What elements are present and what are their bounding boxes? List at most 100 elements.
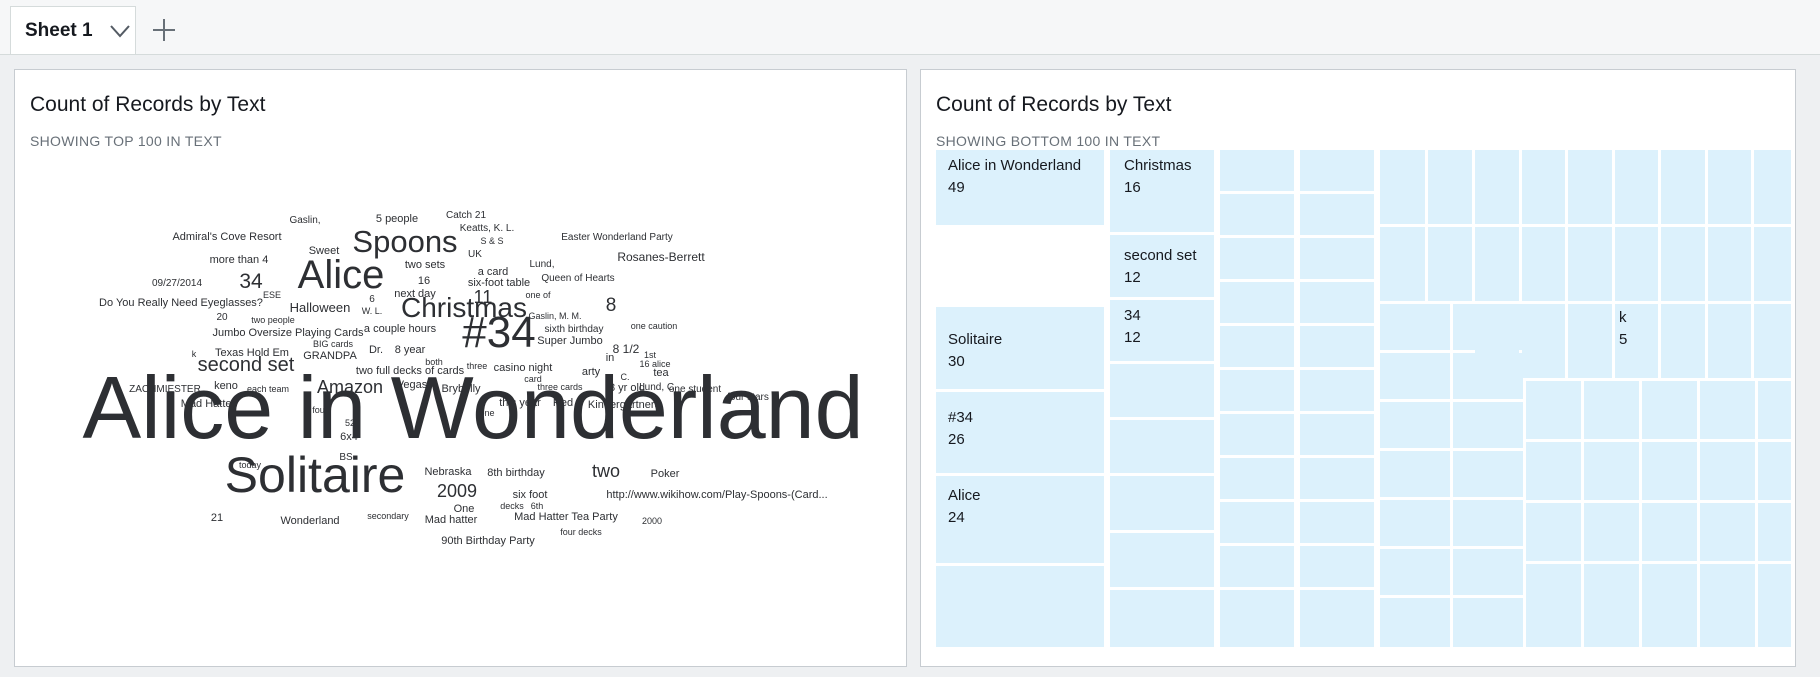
word-cloud-word[interactable]: 6 bbox=[369, 294, 375, 305]
treemap-tile[interactable] bbox=[1380, 150, 1425, 224]
word-cloud-word[interactable]: 16 bbox=[418, 275, 430, 287]
word-cloud-word[interactable]: Super Jumbo bbox=[537, 335, 602, 347]
word-cloud-word[interactable]: Mad hatter bbox=[425, 514, 478, 526]
word-cloud-word[interactable]: http://www.wikihow.com/Play-Spoons-(Card… bbox=[606, 489, 827, 501]
word-cloud-word[interactable]: Catch 21 bbox=[446, 210, 486, 221]
word-cloud-word[interactable]: Poker bbox=[651, 468, 680, 480]
word-cloud-word[interactable]: Texas Hold Em bbox=[215, 347, 289, 359]
treemap-tile[interactable] bbox=[1526, 381, 1581, 439]
treemap-tile[interactable] bbox=[1642, 442, 1697, 500]
treemap-tile[interactable] bbox=[1526, 564, 1581, 647]
word-cloud-word[interactable]: 2009 bbox=[437, 481, 477, 501]
word-cloud-word[interactable]: #34 bbox=[462, 308, 535, 357]
word-cloud-word[interactable]: secondary bbox=[367, 511, 409, 521]
word-cloud-word[interactable]: Brybelly bbox=[441, 383, 481, 395]
word-cloud-word[interactable]: 8 yr old bbox=[609, 382, 645, 394]
word-cloud-word[interactable]: 1st bbox=[644, 350, 657, 360]
treemap-tile[interactable] bbox=[1300, 502, 1374, 543]
treemap-tile[interactable] bbox=[1300, 194, 1374, 235]
word-cloud-word[interactable]: this year bbox=[499, 397, 541, 409]
treemap-tile[interactable] bbox=[1642, 564, 1697, 647]
word-cloud-word[interactable]: Admiral's Cove Resort bbox=[172, 231, 281, 243]
word-cloud-word[interactable]: three bbox=[467, 361, 488, 371]
treemap-tile[interactable] bbox=[1700, 381, 1755, 439]
treemap-tile[interactable] bbox=[1380, 402, 1450, 448]
word-cloud-word[interactable]: 52 bbox=[345, 418, 355, 428]
word-cloud-word[interactable]: BIG cards bbox=[313, 339, 354, 349]
treemap-tile[interactable] bbox=[1300, 458, 1374, 499]
treemap-tile[interactable] bbox=[936, 307, 1104, 389]
word-cloud-word[interactable]: casino night bbox=[494, 362, 553, 374]
treemap-visual[interactable]: Count of Records by Text SHOWING BOTTOM … bbox=[920, 69, 1796, 667]
treemap-tile[interactable] bbox=[1700, 503, 1755, 561]
treemap-tile[interactable] bbox=[936, 566, 1104, 647]
treemap-tile[interactable] bbox=[1110, 364, 1214, 417]
word-cloud-word[interactable]: ZACHMIESTER bbox=[129, 384, 201, 395]
word-cloud-word[interactable]: four stars bbox=[727, 392, 769, 403]
treemap-tile[interactable] bbox=[1584, 503, 1639, 561]
treemap-tile[interactable] bbox=[1220, 458, 1294, 499]
word-cloud-word[interactable]: two people bbox=[251, 315, 295, 325]
treemap-tile[interactable] bbox=[1300, 326, 1374, 367]
treemap-tile[interactable] bbox=[1475, 227, 1519, 301]
treemap-tile[interactable] bbox=[1661, 227, 1705, 301]
word-cloud-word[interactable]: 8 bbox=[606, 295, 617, 316]
treemap-tile[interactable] bbox=[1453, 549, 1523, 595]
treemap-tile[interactable] bbox=[936, 476, 1104, 563]
word-cloud-word[interactable]: k bbox=[192, 349, 197, 359]
treemap-tile[interactable] bbox=[1453, 451, 1523, 497]
word-cloud-word[interactable]: W. L. bbox=[362, 306, 383, 316]
word-cloud-word[interactable]: in bbox=[606, 352, 615, 364]
word-cloud-word[interactable]: Vegas bbox=[397, 379, 428, 391]
word-cloud-word[interactable]: 8 year bbox=[395, 344, 426, 356]
word-cloud-word[interactable]: one caution bbox=[631, 321, 678, 331]
treemap-tile[interactable] bbox=[1110, 150, 1214, 232]
treemap-tile[interactable] bbox=[1642, 381, 1697, 439]
treemap-tile[interactable] bbox=[1380, 598, 1450, 647]
word-cloud-word[interactable]: keno bbox=[214, 380, 238, 392]
word-cloud-word[interactable]: arty bbox=[582, 366, 601, 378]
word-cloud-word[interactable]: both bbox=[425, 357, 443, 367]
treemap-tile[interactable] bbox=[1758, 564, 1791, 647]
treemap-tile[interactable] bbox=[1708, 150, 1751, 224]
treemap-tile[interactable] bbox=[1300, 590, 1374, 647]
treemap-tile[interactable] bbox=[1526, 503, 1581, 561]
word-cloud-word[interactable]: Mad Hatter Tea Party bbox=[514, 511, 618, 523]
word-cloud-word[interactable]: 20 bbox=[216, 312, 228, 323]
word-cloud-word[interactable]: 2000 bbox=[642, 516, 662, 526]
word-cloud-word[interactable]: Lund, bbox=[529, 259, 554, 270]
treemap-tile[interactable] bbox=[1220, 150, 1294, 191]
word-cloud-word[interactable]: 21 bbox=[211, 512, 223, 524]
treemap-tile[interactable] bbox=[1615, 304, 1658, 378]
treemap-tile[interactable] bbox=[1300, 414, 1374, 455]
treemap-tile[interactable] bbox=[1110, 420, 1214, 473]
word-cloud-word[interactable]: tea bbox=[653, 367, 669, 379]
word-cloud-word[interactable]: 6th bbox=[531, 501, 544, 511]
word-cloud-word[interactable]: 34 bbox=[239, 270, 263, 293]
treemap-tile[interactable] bbox=[1380, 353, 1450, 399]
word-cloud-word[interactable]: C. bbox=[621, 372, 630, 382]
treemap-tile[interactable] bbox=[936, 392, 1104, 473]
treemap-tile[interactable] bbox=[1475, 150, 1519, 224]
word-cloud-word[interactable]: Alice in Wonderland bbox=[82, 358, 863, 457]
word-cloud-word[interactable]: Queen of Hearts bbox=[541, 273, 614, 284]
treemap-tile[interactable] bbox=[1700, 564, 1755, 647]
word-cloud-word[interactable]: 90th Birthday Party bbox=[441, 535, 535, 547]
word-cloud-word[interactable]: one student bbox=[669, 384, 721, 395]
word-cloud-word[interactable]: Sweet bbox=[309, 245, 340, 257]
word-cloud-word[interactable]: GRANDPA bbox=[303, 350, 357, 362]
treemap-tile[interactable] bbox=[1428, 150, 1472, 224]
word-cloud-word[interactable]: more than 4 bbox=[210, 254, 269, 266]
word-cloud-word[interactable]: each team bbox=[247, 384, 289, 394]
treemap-tile[interactable] bbox=[1754, 150, 1791, 224]
treemap-tile[interactable] bbox=[1568, 304, 1612, 378]
word-cloud-word[interactable]: next day bbox=[394, 288, 436, 300]
word-cloud-word[interactable]: 6x4 bbox=[340, 431, 358, 443]
treemap-tile[interactable] bbox=[1300, 370, 1374, 411]
word-cloud-word[interactable]: Lund, C. bbox=[639, 382, 677, 393]
word-cloud-word[interactable]: Amazon bbox=[317, 377, 383, 397]
word-cloud-word[interactable]: two full decks of cards bbox=[356, 365, 465, 377]
word-cloud-word[interactable]: One bbox=[454, 503, 475, 515]
word-cloud-word[interactable]: Christmas bbox=[401, 292, 527, 323]
treemap-tile[interactable] bbox=[1568, 150, 1612, 224]
